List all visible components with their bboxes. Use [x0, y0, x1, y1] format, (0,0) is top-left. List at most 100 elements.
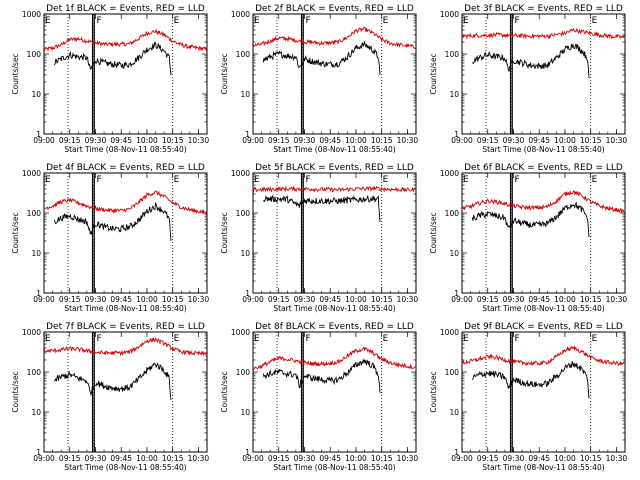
y-axis-label: Counts/sec — [429, 371, 438, 412]
x-tick-label: 09:30 — [294, 295, 316, 304]
y-axis-label: Counts/sec — [429, 212, 438, 253]
y-tick-label: 10 — [240, 249, 250, 258]
event-marker-label: F — [96, 16, 101, 26]
x-tick-label: 09:00 — [33, 136, 55, 145]
x-tick-label: 10:00 — [345, 136, 367, 145]
x-tick-label: 10:30 — [188, 295, 210, 304]
y-axis-label: Counts/sec — [220, 53, 229, 94]
y-tick-label: 10 — [31, 408, 41, 417]
plot-frame — [461, 13, 626, 135]
panel-title: Det 6f BLACK = Events, RED = LLD — [464, 163, 623, 173]
event-marker-label: E — [463, 334, 469, 344]
event-marker-label: E — [383, 175, 389, 185]
lld-series-line — [43, 337, 208, 357]
y-tick-label: 10 — [240, 408, 250, 417]
y-tick-label: 10 — [449, 408, 459, 417]
x-tick-label: 09:15 — [59, 454, 81, 463]
x-tick-label: 10:00 — [554, 454, 576, 463]
event-marker-label: F — [514, 334, 519, 344]
panel-title: Det 5f BLACK = Events, RED = LLD — [255, 163, 414, 173]
event-marker-label: E — [45, 16, 51, 26]
y-axis-label: Counts/sec — [429, 53, 438, 94]
plot-frame — [252, 172, 417, 294]
x-tick-label: 10:30 — [606, 454, 628, 463]
lld-series-line — [461, 27, 626, 40]
plot-frame — [43, 331, 208, 453]
x-axis-label: Start Time (08-Nov-11 08:55:40) — [273, 463, 395, 472]
y-tick-label: 1 — [36, 448, 41, 457]
event-marker-label: E — [254, 175, 260, 185]
y-tick-label: 1 — [454, 289, 459, 298]
y-tick-label: 1000 — [440, 328, 459, 337]
y-tick-label: 1 — [245, 130, 250, 139]
x-tick-label: 09:30 — [85, 454, 107, 463]
x-tick-label: 09:00 — [242, 295, 264, 304]
x-tick-label: 09:45 — [110, 454, 132, 463]
x-tick-label: 10:15 — [580, 295, 602, 304]
panel-1: Det 1f BLACK = Events, RED = LLD 1 10 100 10… — [11, 4, 209, 154]
y-tick-label: 100 — [236, 209, 251, 218]
x-tick-label: 10:30 — [188, 136, 210, 145]
event-marker-label: E — [254, 334, 260, 344]
event-marker-label: F — [96, 334, 101, 344]
x-tick-label: 09:45 — [528, 295, 550, 304]
x-axis-label: Start Time (08-Nov-11 08:55:40) — [482, 145, 604, 154]
y-tick-label: 100 — [445, 368, 460, 377]
event-marker-label: F — [514, 175, 519, 185]
lld-series-line — [252, 346, 417, 371]
events-series-line — [262, 41, 381, 75]
x-tick-label: 09:00 — [242, 136, 264, 145]
x-tick-label: 09:30 — [85, 295, 107, 304]
y-tick-label: 1000 — [231, 169, 250, 178]
x-tick-label: 09:00 — [451, 136, 473, 145]
y-tick-label: 100 — [27, 368, 42, 377]
event-marker-label: E — [592, 16, 598, 26]
x-axis-label: Start Time (08-Nov-11 08:55:40) — [64, 463, 186, 472]
plot-frame — [43, 172, 208, 294]
panel-3: Det 3f BLACK = Events, RED = LLD 1 10 100 10… — [429, 4, 627, 154]
x-tick-label: 09:45 — [319, 295, 341, 304]
panel-8: Det 8f BLACK = Events, RED = LLD 1 10 100 10… — [220, 322, 418, 472]
event-marker-label: E — [592, 334, 598, 344]
x-tick-label: 10:30 — [397, 136, 419, 145]
y-tick-label: 1 — [245, 448, 250, 457]
events-series-line — [53, 41, 172, 75]
panel-title: Det 9f BLACK = Events, RED = LLD — [464, 322, 623, 332]
plot-frame — [252, 331, 417, 453]
event-marker-label: E — [254, 16, 260, 26]
x-tick-label: 09:00 — [33, 295, 55, 304]
x-tick-label: 09:45 — [110, 295, 132, 304]
y-tick-label: 10 — [31, 249, 41, 258]
panel-5: Det 5f BLACK = Events, RED = LLD 1 10 100 10… — [220, 163, 418, 313]
x-tick-label: 09:15 — [268, 136, 290, 145]
lld-series-line — [252, 185, 417, 193]
x-axis-label: Start Time (08-Nov-11 08:55:40) — [64, 304, 186, 313]
x-tick-label: 09:30 — [503, 295, 525, 304]
x-tick-label: 10:00 — [136, 454, 158, 463]
x-axis-label: Start Time (08-Nov-11 08:55:40) — [64, 145, 186, 154]
y-tick-label: 100 — [236, 50, 251, 59]
event-marker-label: F — [514, 16, 519, 26]
y-tick-label: 100 — [27, 209, 42, 218]
x-tick-label: 09:00 — [451, 295, 473, 304]
x-tick-label: 09:45 — [319, 454, 341, 463]
x-axis-label: Start Time (08-Nov-11 08:55:40) — [482, 463, 604, 472]
x-tick-label: 10:00 — [554, 295, 576, 304]
lld-series-line — [461, 345, 626, 367]
x-tick-label: 09:30 — [85, 136, 107, 145]
y-tick-label: 1 — [36, 289, 41, 298]
x-tick-label: 10:15 — [371, 454, 393, 463]
panel-title: Det 1f BLACK = Events, RED = LLD — [46, 4, 205, 14]
x-tick-label: 10:15 — [162, 136, 184, 145]
x-tick-label: 10:15 — [580, 454, 602, 463]
event-marker-label: E — [383, 334, 389, 344]
event-marker-label: E — [174, 334, 180, 344]
y-tick-label: 10 — [449, 249, 459, 258]
x-tick-label: 09:45 — [110, 136, 132, 145]
y-tick-label: 1000 — [22, 169, 41, 178]
event-marker-label: E — [45, 175, 51, 185]
x-tick-label: 09:00 — [33, 454, 55, 463]
x-tick-label: 10:15 — [580, 136, 602, 145]
event-marker-label: E — [174, 175, 180, 185]
x-tick-label: 09:15 — [477, 454, 499, 463]
